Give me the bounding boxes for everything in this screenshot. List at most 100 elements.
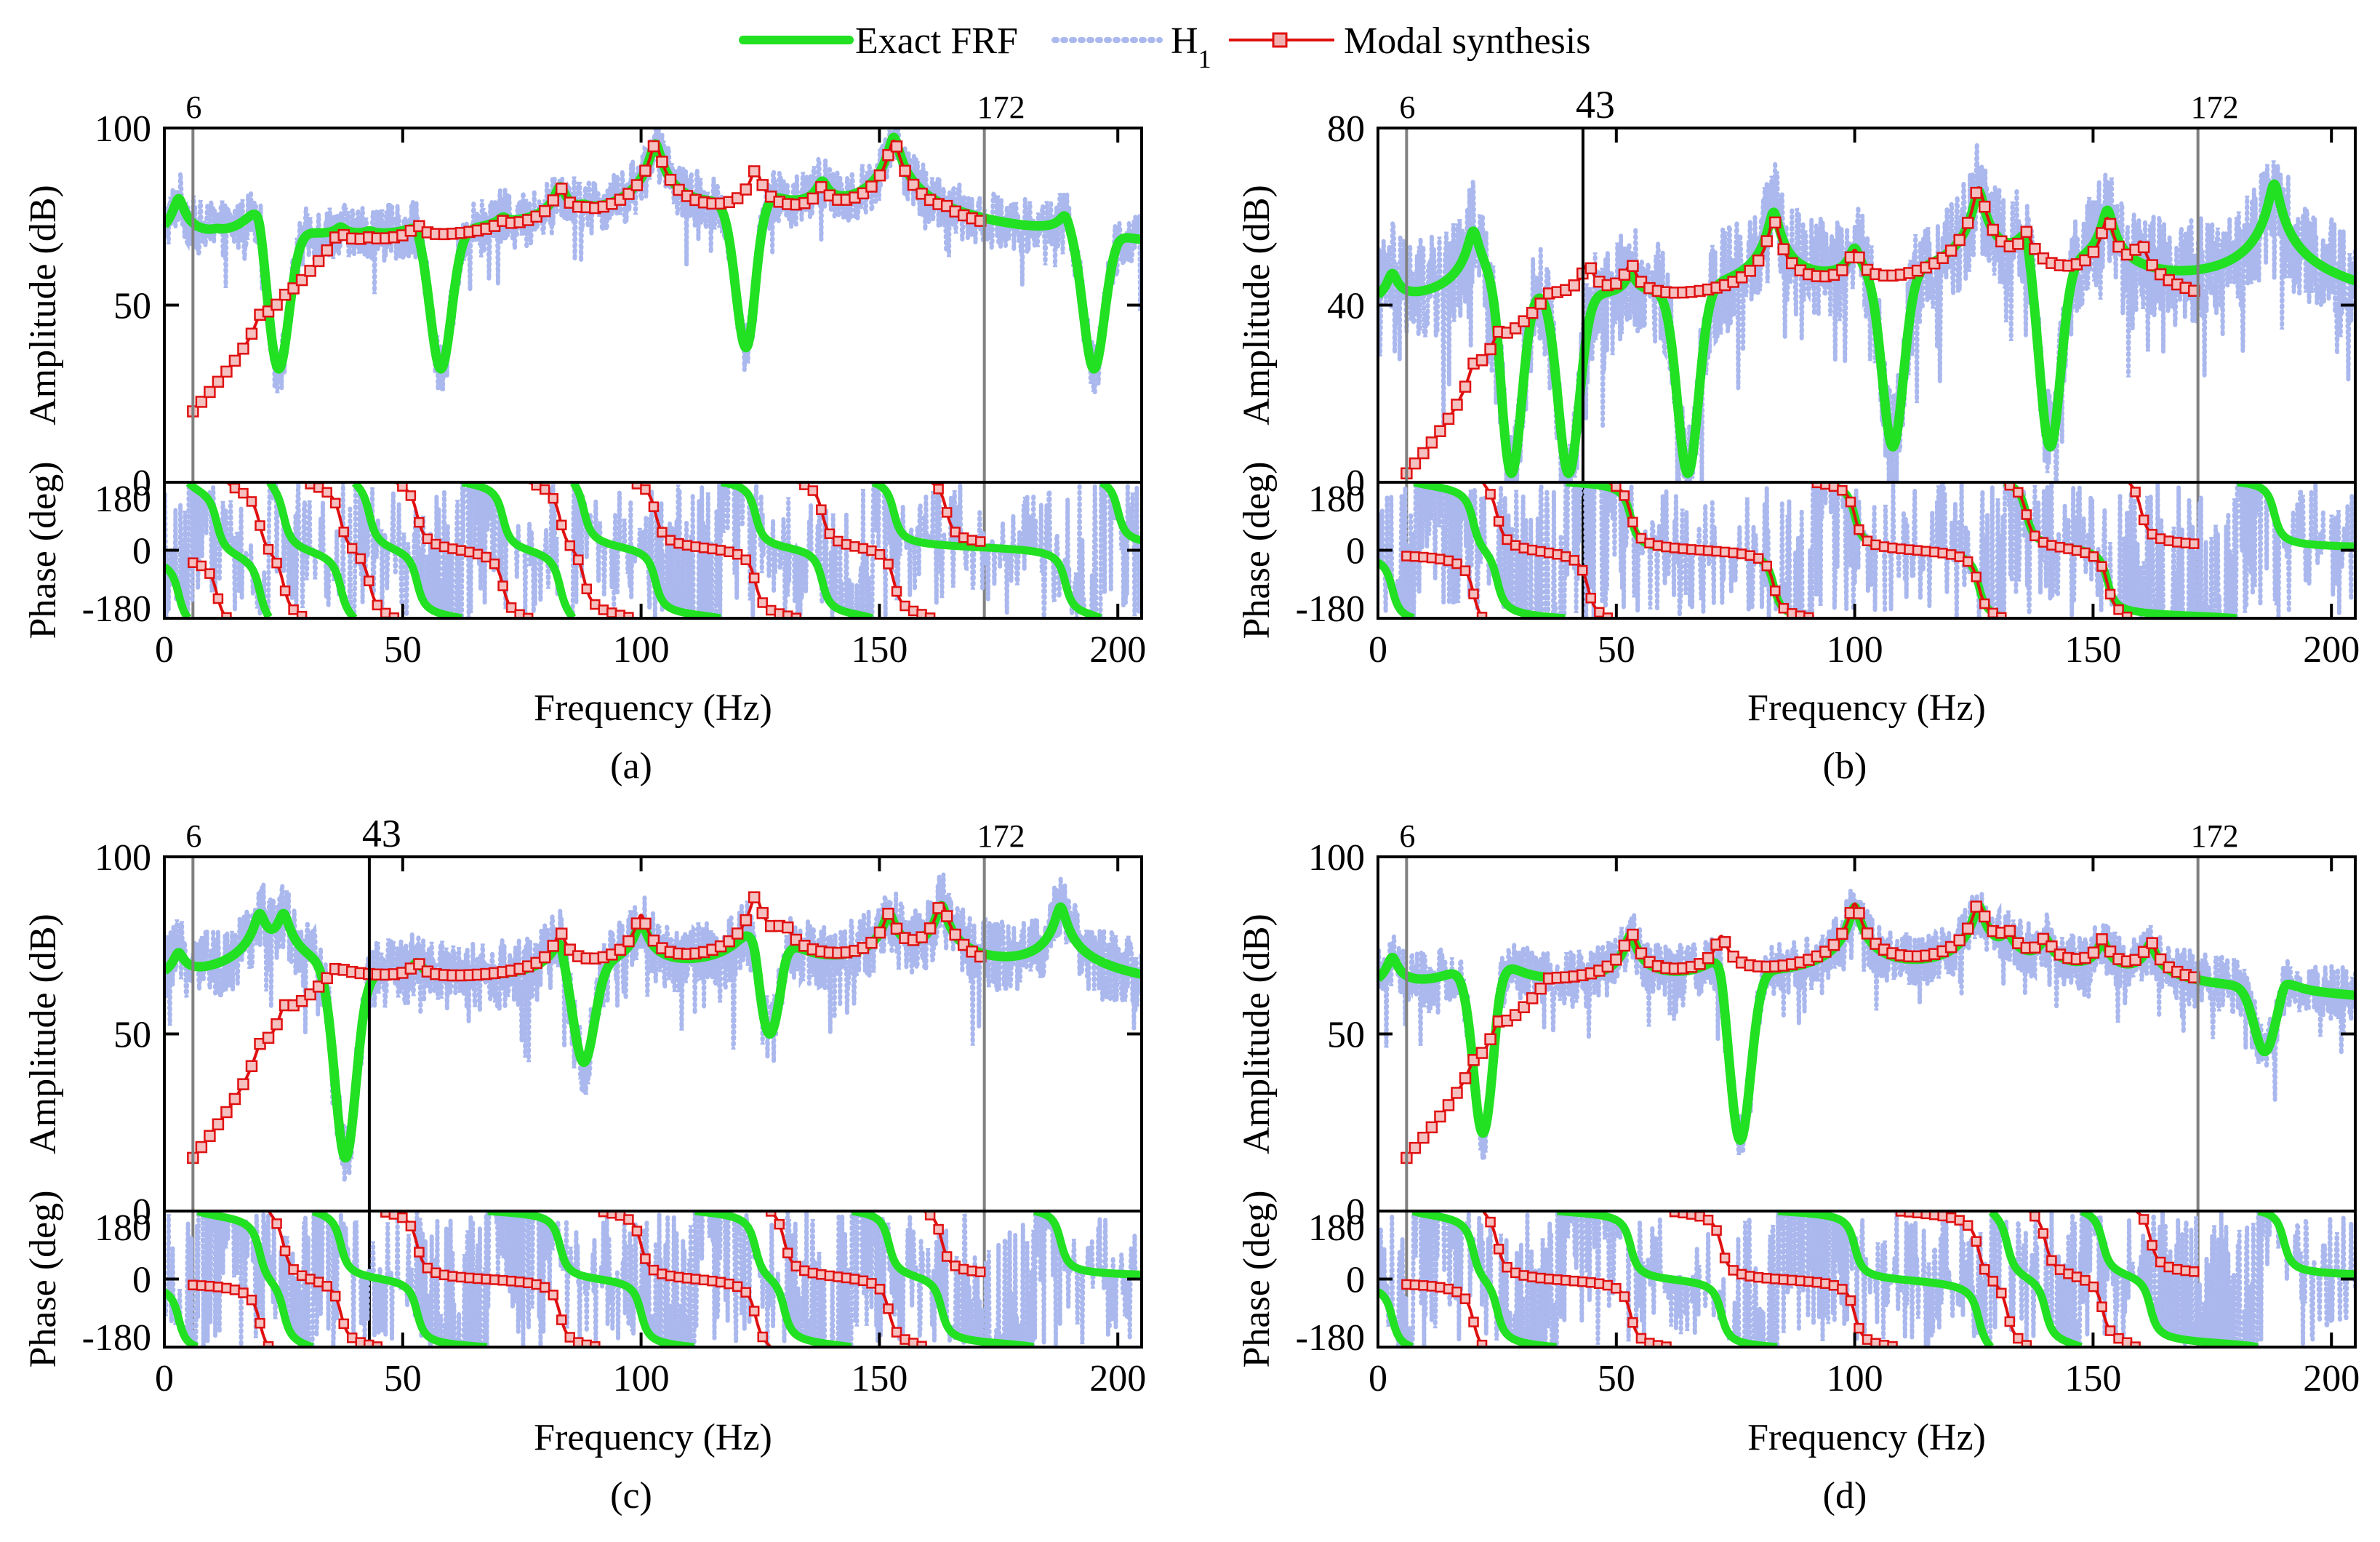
modal-synthesis-phase-marker (472, 1273, 484, 1285)
modal-synthesis-phase-marker (422, 533, 433, 545)
modal-synthesis-phase-marker (481, 1274, 492, 1285)
modal-synthesis-phase-marker (1744, 550, 1755, 561)
modal-synthesis-phase-marker (1895, 543, 1907, 554)
modal-synthesis-phase-marker (807, 1267, 819, 1279)
x-tick-label: 0 (1369, 629, 1387, 671)
modal-synthesis-phase-marker (974, 1266, 986, 1277)
modal-synthesis-phase-marker (573, 554, 584, 565)
modal-synthesis-marker (1953, 934, 1966, 947)
modal-synthesis-marker (321, 972, 333, 985)
modal-synthesis-phase-marker (707, 543, 718, 555)
modal-synthesis-phase-marker (288, 1264, 299, 1275)
amplitude-tick-label: 100 (95, 837, 151, 879)
modal-synthesis-phase-marker (238, 487, 249, 499)
modal-synthesis-phase-marker (1568, 1275, 1580, 1287)
modal-synthesis-phase-marker (724, 1278, 734, 1290)
modal-synthesis-phase-marker (1954, 1215, 1965, 1226)
modal-synthesis-phase-marker (640, 484, 651, 495)
modal-synthesis-phase-marker (748, 572, 760, 583)
modal-synthesis-phase-marker (430, 538, 441, 550)
x-tick-label: 150 (2064, 1358, 2121, 1399)
modal-synthesis-phase-marker (1418, 551, 1429, 563)
modal-synthesis-phase-marker (2155, 533, 2166, 544)
modal-synthesis-phase-marker (1987, 1276, 1999, 1287)
modal-synthesis-phase-marker (1803, 1276, 1814, 1287)
modal-synthesis-phase-marker (2138, 514, 2149, 526)
modal-synthesis-marker (731, 927, 744, 940)
modal-synthesis-marker (245, 1060, 258, 1072)
amplitude-plot-area (164, 874, 1142, 1182)
modal-synthesis-phase-marker (732, 548, 743, 560)
modal-synthesis-phase-marker (841, 1272, 852, 1284)
marker-label-6: 6 (1399, 818, 1415, 854)
modal-synthesis-phase-marker (1837, 1284, 1848, 1295)
modal-synthesis-phase-marker (1611, 1283, 1622, 1294)
modal-synthesis-phase-marker (2063, 543, 2074, 554)
modal-synthesis-phase-marker (1418, 1280, 1429, 1291)
modal-synthesis-marker (1409, 457, 1422, 470)
series-exact-frf-amplitude (1378, 901, 2355, 1146)
modal-synthesis-phase-marker (1426, 552, 1438, 564)
modal-synthesis-phase-marker (631, 482, 643, 490)
modal-synthesis-marker (1442, 1099, 1455, 1111)
modal-synthesis-marker (2137, 241, 2150, 254)
modal-synthesis-marker (740, 914, 752, 927)
modal-synthesis-phase-marker (958, 1263, 969, 1275)
x-tick-label: 100 (613, 1358, 670, 1399)
modal-synthesis-phase-marker (1409, 551, 1421, 562)
modal-synthesis-marker (865, 936, 878, 949)
modal-synthesis-marker (2003, 924, 2016, 938)
modal-synthesis-phase-marker (1962, 556, 1974, 567)
modal-synthesis-phase-marker (933, 1223, 944, 1235)
modal-synthesis-phase-marker (681, 540, 693, 551)
legend: Exact FRF H1 Modal synthesis (739, 20, 1590, 73)
modal-synthesis-phase-marker (505, 1275, 517, 1287)
modal-synthesis-phase-marker (1694, 1211, 1705, 1222)
modal-synthesis-phase-marker (1854, 1322, 1864, 1334)
modal-synthesis-phase-marker (648, 501, 660, 512)
modal-synthesis-phase-marker (455, 545, 467, 556)
modal-synthesis-phase-marker (1518, 543, 1529, 554)
modal-synthesis-marker (940, 910, 953, 922)
modal-synthesis-marker (782, 921, 794, 934)
modal-synthesis-phase-marker (907, 605, 919, 617)
modal-synthesis-phase-marker (2163, 535, 2174, 546)
phase-tick-label: -180 (82, 1317, 151, 1359)
modal-synthesis-marker (321, 244, 333, 257)
modal-synthesis-phase-marker (1401, 1279, 1412, 1290)
modal-synthesis-marker (1409, 1141, 1422, 1154)
modal-synthesis-phase-marker (2021, 1340, 2032, 1347)
modal-synthesis-phase-marker (212, 593, 224, 604)
modal-synthesis-phase-marker (740, 554, 751, 565)
x-tick-label: 50 (384, 1358, 422, 1399)
modal-synthesis-phase-marker (1568, 555, 1580, 566)
modal-synthesis-marker (865, 180, 878, 193)
modal-synthesis-phase-marker (1752, 1271, 1764, 1283)
modal-synthesis-phase-marker (430, 1267, 441, 1279)
modal-synthesis-marker (1618, 939, 1631, 952)
modal-synthesis-phase-marker (799, 1265, 810, 1277)
modal-synthesis-marker (1526, 306, 1539, 319)
modal-synthesis-phase-marker (271, 557, 282, 569)
modal-synthesis-phase-marker (246, 496, 257, 507)
modal-synthesis-marker (1534, 297, 1547, 310)
modal-synthesis-phase-marker (2104, 588, 2116, 600)
series-h1-amplitude (164, 128, 1142, 394)
modal-synthesis-phase-marker (2096, 1301, 2107, 1312)
modal-synthesis-phase-marker (364, 575, 374, 586)
modal-synthesis-phase-marker (1971, 571, 1982, 583)
modal-synthesis-marker (740, 183, 752, 196)
modal-synthesis-phase-marker (355, 553, 366, 564)
modal-synthesis-marker (1451, 1087, 1463, 1099)
modal-synthesis-marker (1853, 251, 1865, 264)
modal-synthesis-phase-marker (263, 543, 274, 555)
modal-synthesis-phase-marker (2030, 530, 2040, 542)
modal-synthesis-marker (890, 922, 903, 935)
modal-synthesis-phase-marker (2138, 1214, 2149, 1225)
modal-synthesis-phase-marker (849, 541, 860, 552)
modal-synthesis-marker (1760, 235, 1773, 247)
modal-synthesis-phase-marker (732, 1281, 743, 1293)
panel-caption: (b) (1823, 746, 1867, 787)
modal-synthesis-phase-marker (1535, 546, 1546, 557)
